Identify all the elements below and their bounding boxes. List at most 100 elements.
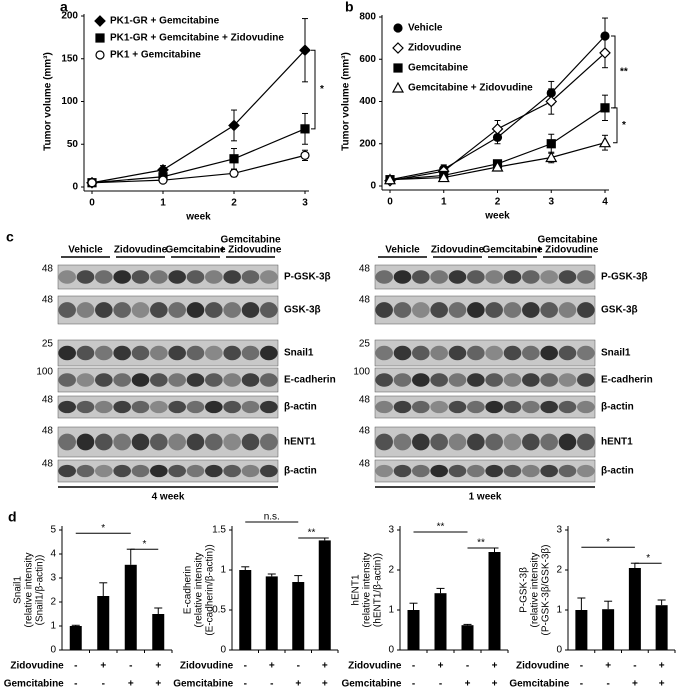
legend-label: PK1-GR + Gemcitabine bbox=[110, 16, 220, 27]
mw-marker: 48 bbox=[359, 395, 371, 406]
legend-marker bbox=[393, 23, 403, 33]
condition-sign: + bbox=[605, 661, 611, 672]
blot-band bbox=[168, 433, 186, 451]
band-label: β-actin bbox=[601, 466, 634, 477]
condition-label: Gemcitabine bbox=[341, 679, 401, 690]
condition-label: Zidovudine bbox=[180, 661, 234, 672]
blot-band bbox=[186, 400, 205, 414]
condition-sign: - bbox=[129, 661, 132, 672]
blot-band bbox=[76, 464, 95, 478]
blot-band bbox=[430, 433, 448, 451]
blot-band bbox=[430, 400, 448, 414]
condition-sign: - bbox=[580, 679, 583, 690]
blot-band bbox=[430, 302, 448, 318]
blot-panel bbox=[57, 395, 279, 419]
y-axis-label: (relative intensity bbox=[530, 552, 541, 627]
series-line bbox=[91, 154, 306, 184]
mw-marker: 48 bbox=[42, 395, 54, 406]
blot-band bbox=[558, 302, 577, 318]
y-tick-label: 4 bbox=[50, 549, 56, 560]
blot-band bbox=[241, 400, 260, 414]
condition-sign: + bbox=[295, 679, 301, 690]
y-tick-label: 0 bbox=[370, 181, 376, 192]
blot-band bbox=[150, 433, 168, 451]
legend-label: PK1-GR + Gemcitabine + Zidovudine bbox=[110, 33, 284, 44]
group-label: Gemcitabine bbox=[165, 245, 225, 256]
blot-band bbox=[260, 302, 278, 318]
group-label: Gemcitabine bbox=[220, 235, 280, 246]
y-tick-label: 1 bbox=[556, 605, 562, 616]
blot-band bbox=[260, 345, 278, 361]
blot-panel bbox=[374, 426, 596, 458]
bar bbox=[239, 570, 252, 650]
blot-band bbox=[113, 464, 131, 478]
blot-band bbox=[503, 270, 522, 284]
data-point bbox=[87, 178, 97, 188]
significance-label: ** bbox=[620, 67, 628, 78]
blot-band bbox=[485, 302, 503, 318]
blot-band bbox=[186, 433, 205, 451]
condition-sign: - bbox=[412, 661, 415, 672]
blot-band bbox=[577, 270, 595, 284]
blot-band bbox=[522, 373, 540, 387]
blot-panel bbox=[57, 339, 279, 367]
bar bbox=[292, 582, 305, 650]
blot-band bbox=[375, 433, 393, 451]
blot-band bbox=[503, 400, 522, 414]
condition-sign: + bbox=[100, 661, 106, 672]
blot-band bbox=[540, 433, 558, 451]
blot-band bbox=[205, 270, 223, 284]
data-point bbox=[300, 124, 310, 134]
band-label: P-GSK-3β bbox=[284, 272, 331, 283]
band-label: E-cadherin bbox=[284, 375, 336, 386]
y-axis-label: (relative intensity bbox=[24, 552, 35, 627]
blot-band bbox=[186, 302, 205, 318]
blot-band bbox=[150, 302, 168, 318]
blot-band bbox=[58, 433, 76, 451]
legend-marker bbox=[392, 42, 404, 54]
blot-band bbox=[577, 373, 595, 387]
blot-band bbox=[540, 345, 558, 361]
x-tick-label: 4 bbox=[602, 197, 608, 208]
blot-band bbox=[485, 400, 503, 414]
condition-sign: + bbox=[465, 679, 471, 690]
y-tick-label: 3 bbox=[388, 525, 394, 536]
blot-panel bbox=[374, 459, 596, 483]
bar bbox=[602, 609, 615, 650]
blot-band bbox=[168, 345, 186, 361]
y-tick-label: 0 bbox=[220, 645, 226, 656]
y-tick-label: 1 bbox=[50, 621, 56, 632]
blot-panel bbox=[57, 264, 279, 290]
blot-band bbox=[375, 345, 393, 361]
blot-band bbox=[577, 345, 595, 361]
blot-band bbox=[241, 433, 260, 451]
blot-band bbox=[205, 400, 223, 414]
blot-panel bbox=[374, 395, 596, 419]
condition-label: Gemcitabine bbox=[4, 679, 64, 690]
blot-panel bbox=[57, 426, 279, 458]
blot-panel bbox=[374, 367, 596, 393]
blot-band bbox=[113, 270, 131, 284]
y-tick-label: 1 bbox=[220, 565, 226, 576]
y-axis-label: E-cadherin bbox=[183, 566, 194, 614]
band-label: β-actin bbox=[601, 402, 634, 413]
condition-label: Gemcitabine bbox=[509, 679, 569, 690]
data-point bbox=[545, 151, 558, 163]
blot-band bbox=[168, 270, 186, 284]
blot-band bbox=[522, 433, 540, 451]
blot-band bbox=[577, 433, 595, 451]
blot-band bbox=[412, 433, 430, 451]
y-tick-label: 0 bbox=[556, 645, 562, 656]
condition-sign: + bbox=[492, 679, 498, 690]
blot-band bbox=[113, 400, 131, 414]
blot-band bbox=[95, 270, 113, 284]
blot-band bbox=[113, 373, 131, 387]
mw-marker: 48 bbox=[359, 459, 371, 470]
blot-band bbox=[393, 433, 412, 451]
bar bbox=[152, 614, 165, 650]
band-label: Snail1 bbox=[284, 348, 314, 359]
blot-band bbox=[150, 373, 168, 387]
blot-band bbox=[393, 270, 412, 284]
blot-band bbox=[131, 270, 150, 284]
